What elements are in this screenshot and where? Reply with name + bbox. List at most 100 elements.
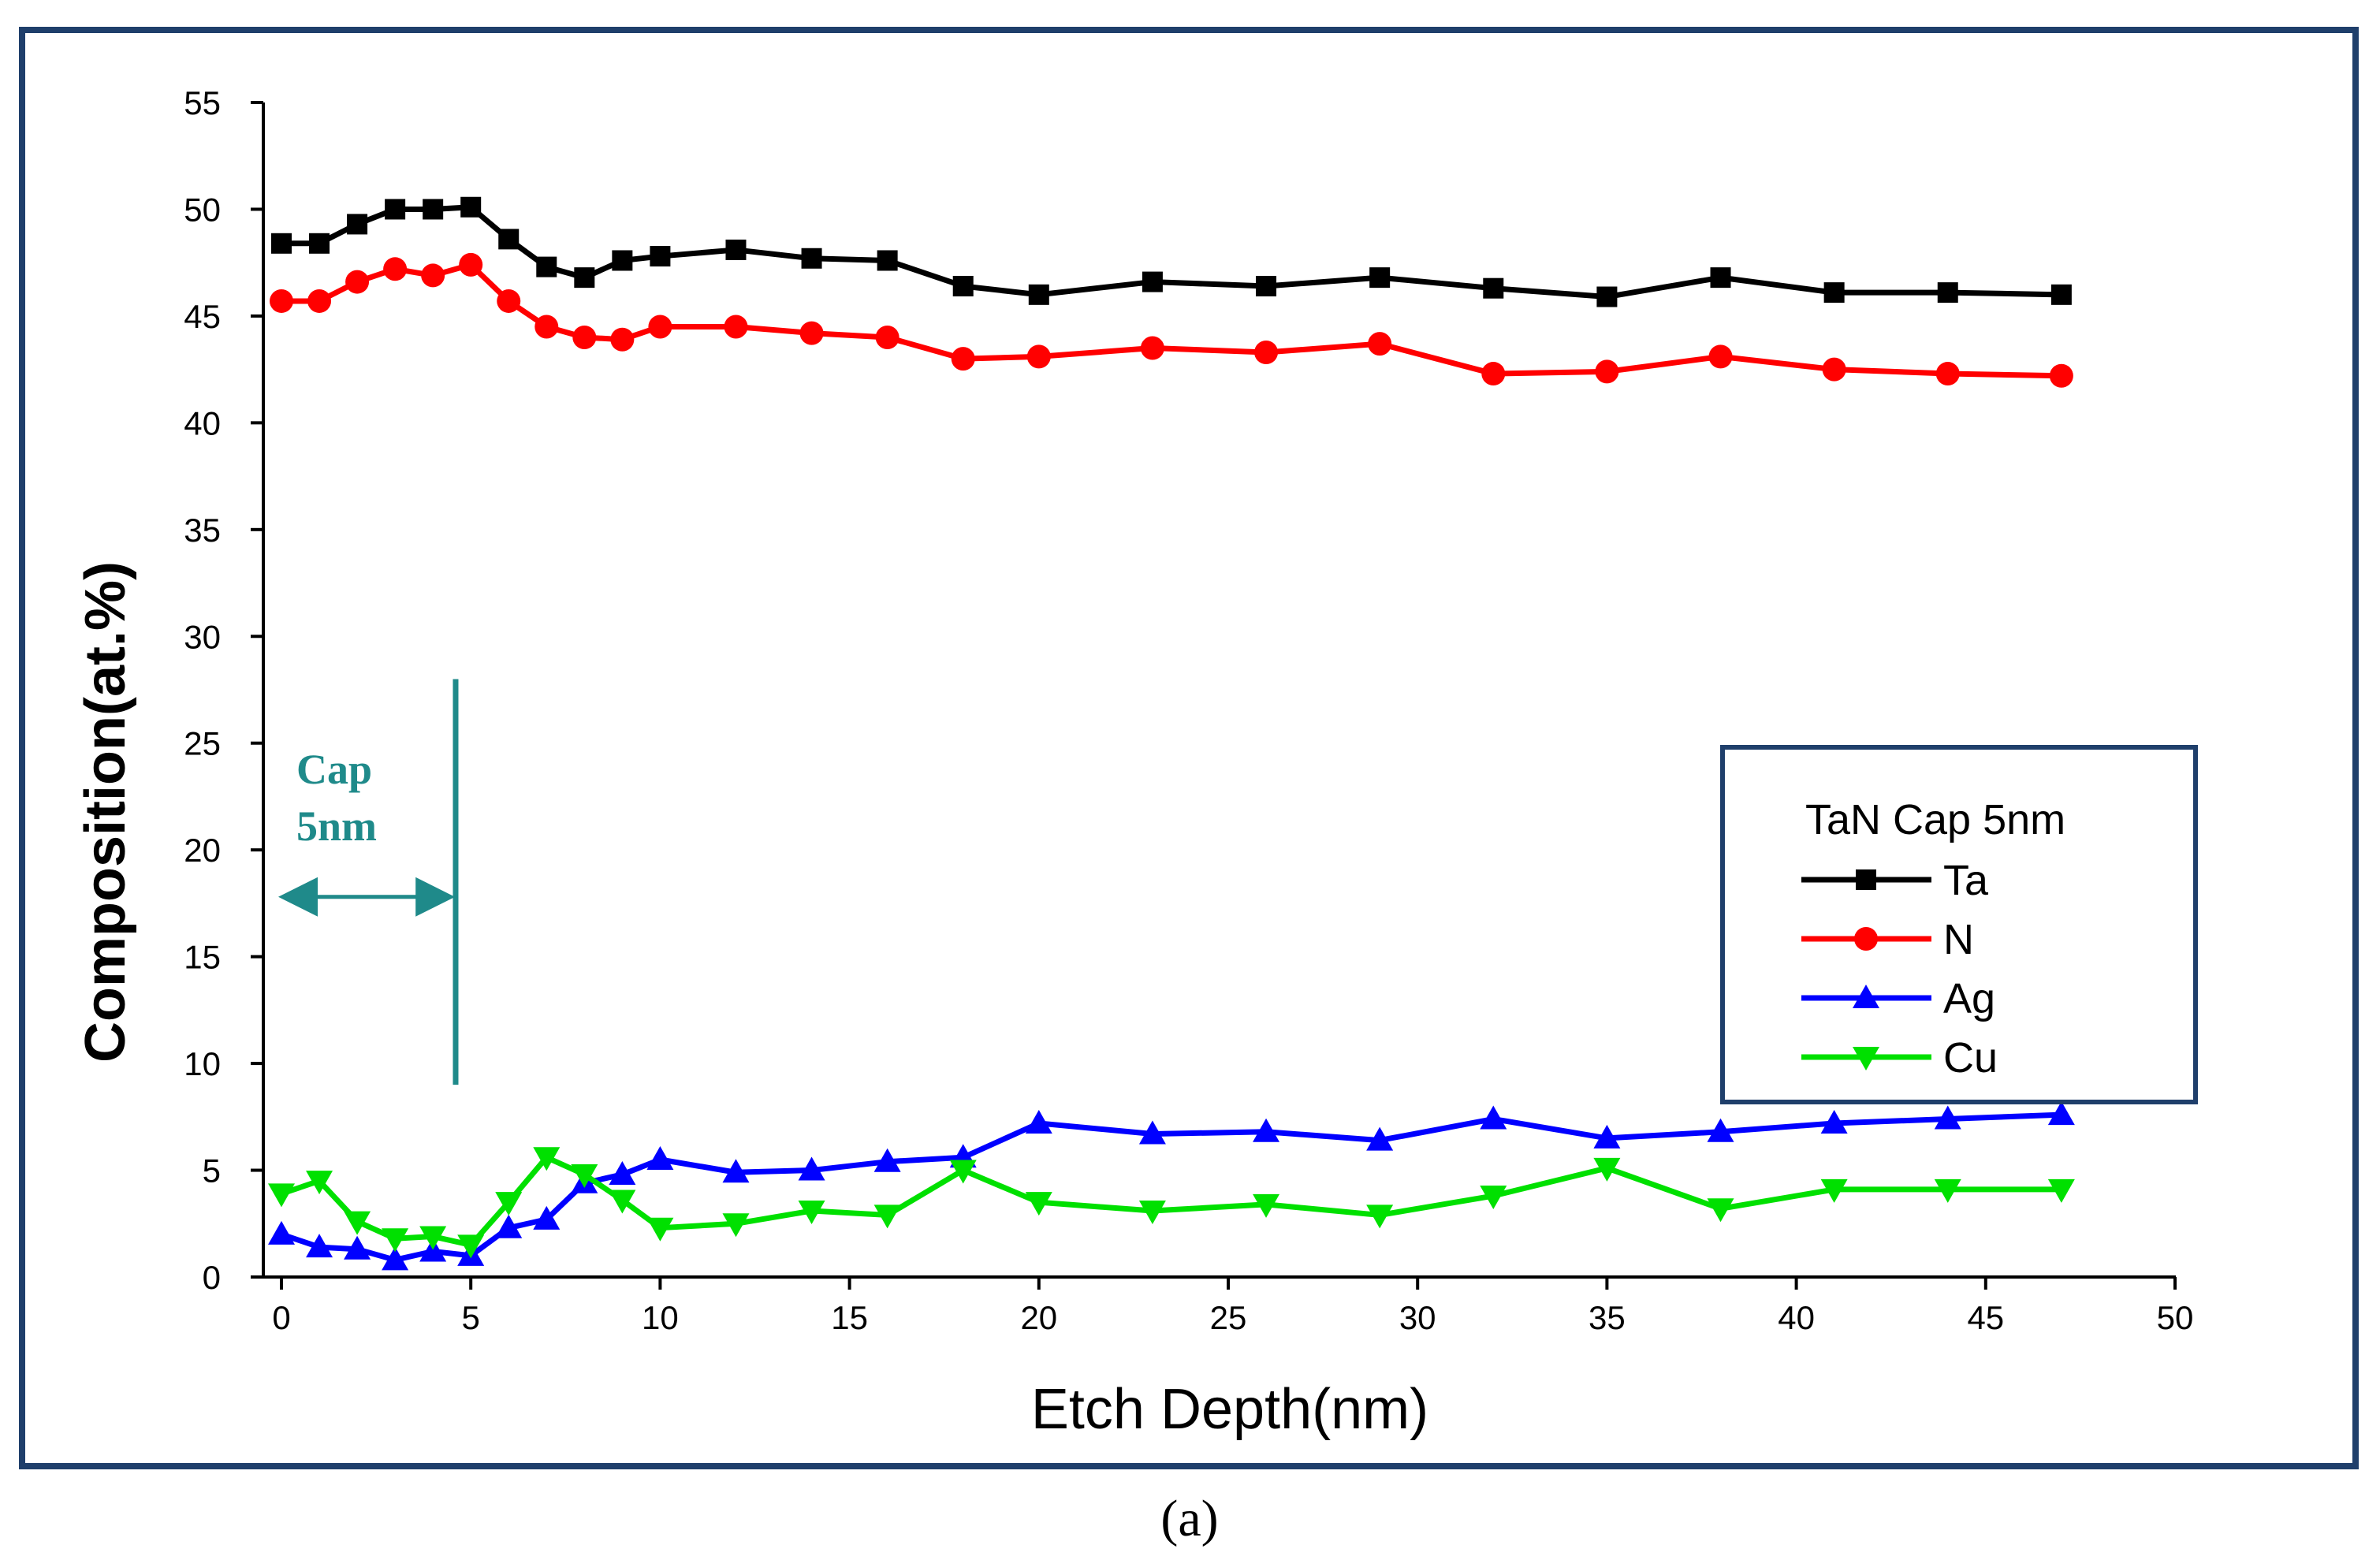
y-tick-label: 25 [184, 725, 221, 762]
y-tick-label: 0 [203, 1259, 221, 1296]
data-point-n [875, 326, 899, 349]
data-point-n [1708, 344, 1733, 369]
legend-marker-n [1854, 927, 1878, 951]
y-tick-label: 45 [184, 298, 221, 335]
data-point-ta [271, 233, 292, 254]
legend-entry-ag: Ag [1801, 975, 1995, 1022]
data-point-ta [2050, 284, 2072, 305]
data-point-n [1822, 357, 1846, 382]
data-point-ta [423, 199, 444, 220]
data-point-ag [495, 1214, 523, 1238]
legend-entry-cu: Cu [1801, 1034, 1998, 1082]
series-line-ag [280, 1111, 2062, 1263]
data-point-ag [1366, 1126, 1394, 1151]
data-point-ta [725, 239, 747, 260]
data-point-n [459, 252, 483, 277]
series-ta [271, 196, 2072, 307]
data-point-ag [2047, 1101, 2075, 1126]
x-ticks: 0 5 10 15 20 25 30 35 40 45 50 [272, 1277, 2193, 1336]
legend-marker-ag [1853, 985, 1879, 1008]
data-point-ag [873, 1148, 901, 1172]
y-tick-label: 10 [184, 1045, 221, 1082]
data-point-n [497, 289, 521, 313]
data-point-ag [1934, 1105, 1961, 1130]
data-point-cu [873, 1204, 901, 1229]
x-tick-label: 30 [1399, 1299, 1436, 1336]
x-tick-label: 0 [272, 1299, 290, 1336]
y-tick-label: 40 [184, 404, 221, 441]
x-tick-label: 45 [1967, 1299, 2004, 1336]
data-point-n [1595, 359, 1619, 384]
data-point-ag [1253, 1118, 1280, 1142]
data-point-n [724, 315, 748, 339]
series-layer [268, 196, 2075, 1271]
data-point-ag [1025, 1109, 1052, 1134]
x-axis-title: Etch Depth(nm) [1031, 1378, 1428, 1441]
data-point-cu [306, 1171, 333, 1195]
legend-label-ta: Ta [1943, 857, 1989, 904]
data-point-n [345, 270, 370, 294]
x-tick-label: 15 [831, 1299, 868, 1336]
legend: TaN Cap 5nm Ta N Ag Cu [1720, 745, 2198, 1104]
data-point-n [383, 257, 408, 281]
data-point-cu [344, 1211, 371, 1235]
legend-label-ag: Ag [1943, 975, 1995, 1022]
data-point-ta [347, 214, 368, 235]
data-point-cu [609, 1190, 636, 1214]
data-point-ta [385, 199, 406, 220]
data-point-ta [612, 250, 633, 271]
data-point-cu [495, 1192, 523, 1216]
data-point-n [572, 326, 597, 349]
series-ag [268, 1101, 2075, 1271]
data-point-ag [344, 1235, 371, 1260]
data-point-cu [1138, 1201, 1166, 1225]
y-ticks: 0 5 10 15 20 25 30 35 40 45 50 55 [184, 84, 263, 1296]
legend-box [1720, 745, 2198, 1104]
legend-marker-ta [1856, 869, 1876, 890]
data-point-ag [306, 1234, 333, 1258]
data-point-ta [1710, 267, 1731, 289]
data-point-n [421, 263, 445, 288]
data-point-cu [268, 1183, 295, 1208]
data-point-ta [650, 246, 671, 267]
data-point-cu [1025, 1192, 1052, 1216]
data-point-cu [1253, 1193, 1280, 1218]
x-tick-label: 20 [1020, 1299, 1057, 1336]
data-point-ta [574, 267, 595, 289]
data-point-n [1140, 336, 1164, 360]
data-point-ag [646, 1146, 674, 1170]
data-point-cu [949, 1160, 977, 1184]
data-point-ta [877, 250, 898, 271]
y-tick-label: 30 [184, 618, 221, 655]
data-point-ta [1256, 275, 1277, 296]
data-point-cu [1707, 1198, 1734, 1223]
data-point-cu [646, 1217, 674, 1242]
series-line-cu [280, 1154, 2062, 1248]
data-point-ta [1483, 277, 1504, 299]
series-n [270, 252, 2073, 388]
data-point-cu [382, 1228, 409, 1253]
data-point-ta [309, 233, 330, 254]
data-point-ag [1593, 1124, 1621, 1149]
data-point-cu [1820, 1178, 1848, 1203]
data-point-cu [2047, 1178, 2075, 1203]
legend-entry-ta: Ta [1801, 857, 1989, 904]
data-point-ta [498, 229, 520, 250]
x-tick-label: 50 [2157, 1299, 2194, 1336]
data-point-n [1026, 344, 1051, 369]
x-tick-label: 25 [1210, 1299, 1247, 1336]
y-tick-label: 35 [184, 512, 221, 549]
data-point-cu [722, 1213, 750, 1238]
y-tick-label: 15 [184, 939, 221, 976]
data-point-cu [457, 1234, 485, 1259]
data-point-ta [952, 275, 974, 296]
data-point-ta [1142, 271, 1163, 292]
series-line-ta [281, 204, 2062, 300]
data-point-ag [268, 1220, 295, 1245]
legend-title: TaN Cap 5nm [1805, 796, 2065, 843]
data-point-n [610, 327, 635, 352]
data-point-ag [798, 1156, 825, 1181]
data-point-n [1481, 362, 1506, 386]
outer-frame [19, 27, 2359, 1469]
